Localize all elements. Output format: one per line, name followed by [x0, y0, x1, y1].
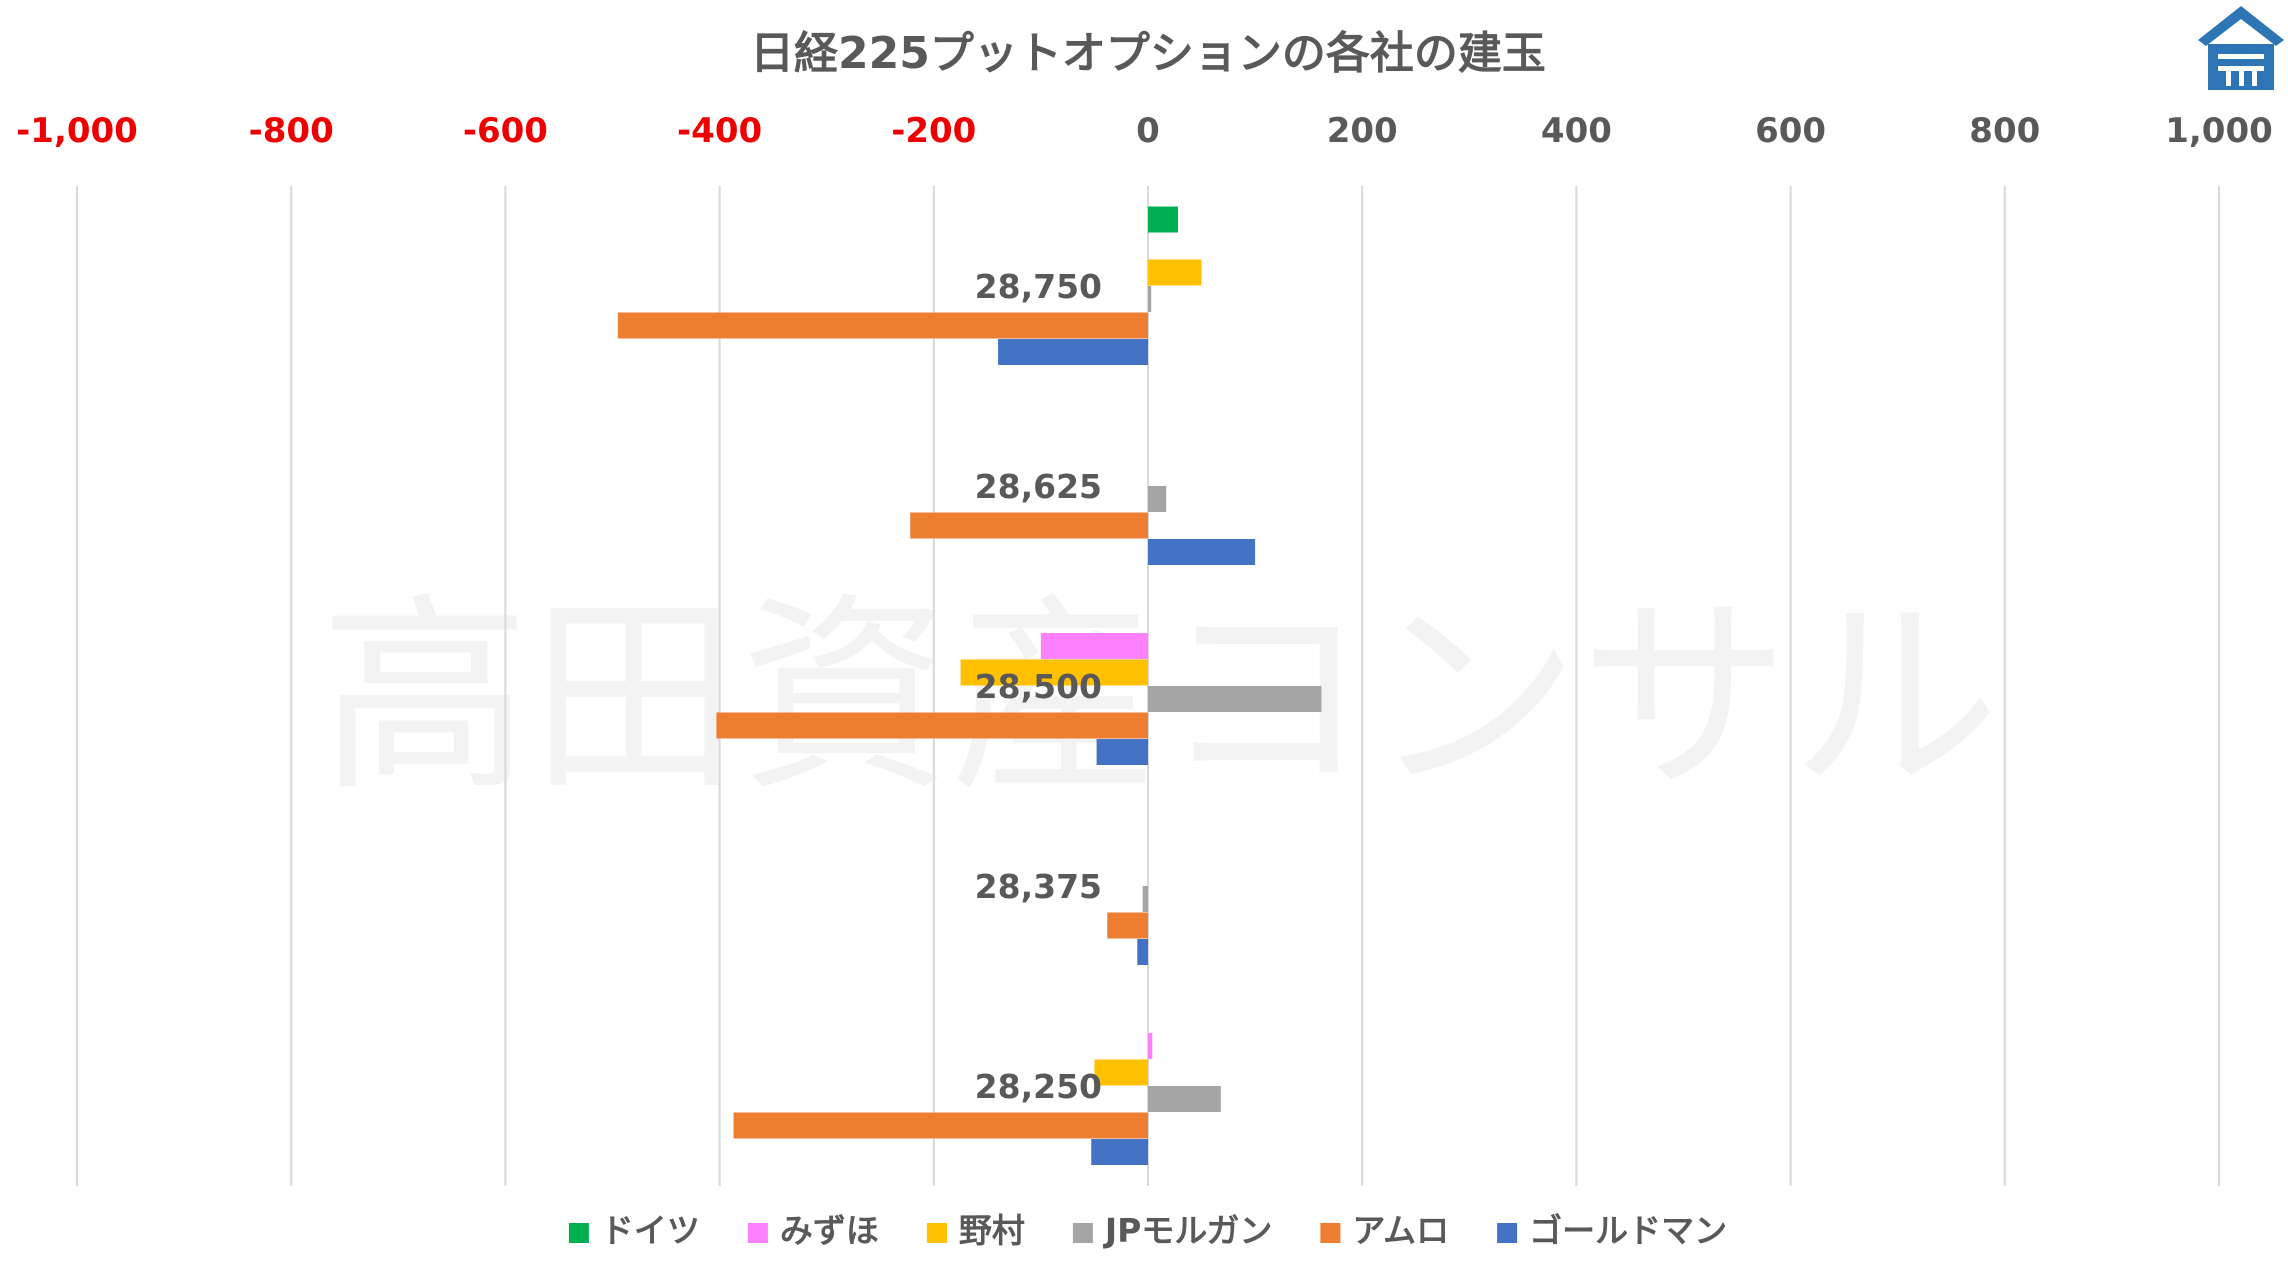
legend-swatch: [1072, 1223, 1093, 1243]
legend-item: ゴールドマン: [1497, 1211, 1727, 1250]
legend-item: アムロ: [1320, 1211, 1449, 1250]
bar: [1091, 1139, 1148, 1165]
legend-item: JPモルガン: [1072, 1211, 1272, 1250]
category-label: 28,625: [975, 467, 1102, 506]
bar: [1096, 739, 1148, 765]
bar: [1148, 206, 1178, 233]
legend-swatch: [926, 1223, 947, 1243]
x-tick-label: 400: [1541, 111, 1612, 151]
legend-swatch: [1320, 1223, 1341, 1243]
bar: [716, 712, 1148, 739]
legend-label: アムロ: [1352, 1211, 1449, 1250]
legend-label: JPモルガン: [1103, 1211, 1272, 1250]
legend: ドイツ みずほ 野村 JPモルガン アムロ ゴールドマン: [568, 1211, 1727, 1250]
bar: [1040, 633, 1148, 659]
x-tick-label: 1,000: [2165, 111, 2273, 151]
legend-label: みずほ: [780, 1211, 879, 1250]
bar: [960, 659, 1148, 686]
bars: [617, 206, 1322, 1165]
legend-item: ドイツ: [568, 1211, 700, 1250]
x-tick-label: -1,000: [16, 111, 138, 151]
x-tick-label: -600: [463, 111, 548, 151]
bar: [1148, 1033, 1153, 1059]
legend-item: 野村: [926, 1211, 1025, 1250]
legend-swatch: [1497, 1223, 1518, 1243]
category-label: 28,500: [975, 667, 1102, 706]
bar: [1107, 912, 1148, 939]
bar: [1137, 939, 1148, 965]
chart-title: 日経225プットオプションの各社の建玉: [750, 28, 1546, 79]
bar: [617, 312, 1148, 339]
bar: [998, 339, 1148, 365]
legend-label: 野村: [959, 1211, 1025, 1250]
takata-logo-icon: [2198, 6, 2284, 90]
bar: [1148, 259, 1202, 286]
category-label: 28,250: [975, 1067, 1102, 1106]
x-tick-label: -800: [249, 111, 334, 151]
legend-label: ドイツ: [601, 1211, 700, 1250]
x-tick-label: 0: [1136, 111, 1160, 151]
x-tick-label: 600: [1755, 111, 1826, 151]
bar: [1148, 286, 1152, 312]
gridlines: [76, 186, 2220, 1186]
legend-swatch: [747, 1223, 768, 1243]
x-axis-ticks: -1,000 -800 -600 -400 -200 0 200 400 600 800 1,000: [16, 111, 2273, 151]
bar: [1148, 486, 1167, 512]
bar: [1094, 1059, 1148, 1086]
legend-label: ゴールドマン: [1529, 1211, 1727, 1250]
bar: [1148, 686, 1322, 712]
bar: [733, 1112, 1148, 1139]
bar: [1148, 1086, 1221, 1112]
category-labels: 28,750 28,625 28,500 28,375 28,250: [975, 267, 1102, 1106]
legend-item: みずほ: [747, 1211, 879, 1250]
category-label: 28,375: [975, 867, 1102, 906]
bar: [910, 512, 1148, 539]
x-tick-label: -400: [677, 111, 762, 151]
bar: [1148, 539, 1256, 565]
x-tick-label: -200: [891, 111, 976, 151]
bar: [1142, 886, 1148, 912]
x-tick-label: 200: [1327, 111, 1398, 151]
x-tick-label: 800: [1969, 111, 2040, 151]
legend-swatch: [568, 1223, 589, 1243]
category-label: 28,750: [975, 267, 1102, 306]
